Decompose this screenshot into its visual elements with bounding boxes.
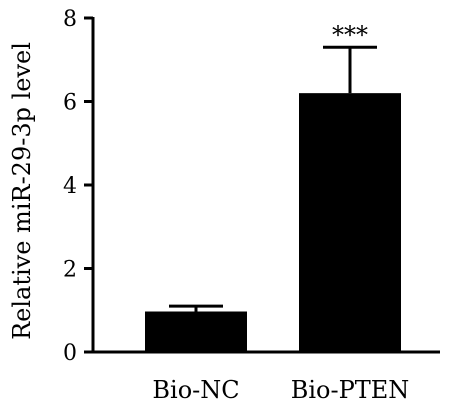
y-tick-label: 8 (63, 7, 77, 32)
annotations-layer: *** (332, 21, 368, 49)
error-bars-layer (169, 45, 377, 312)
bars-layer (145, 93, 401, 353)
bar-bio-pten (299, 93, 401, 353)
x-tick-label: Bio-NC (152, 376, 239, 404)
significance-label: *** (332, 21, 368, 49)
x-tick-labels-layer: Bio-NC Bio-PTEN (152, 376, 409, 404)
y-tick-label: 0 (63, 341, 77, 366)
y-axis-title: Relative miR-29-3p level (8, 42, 36, 340)
y-tick-label: 2 (63, 258, 77, 283)
y-ticks-layer: 0 2 4 6 8 (63, 7, 93, 366)
y-tick-label: 4 (63, 174, 77, 199)
x-tick-label: Bio-PTEN (291, 376, 410, 404)
y-tick-label: 6 (63, 91, 77, 116)
bar-bio-nc (145, 311, 247, 352)
